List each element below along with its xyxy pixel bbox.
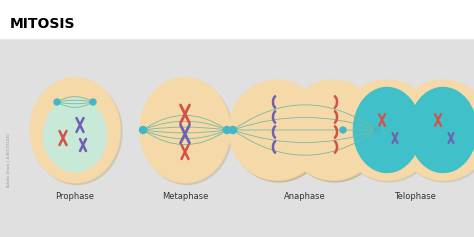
Text: Anaphase: Anaphase <box>284 192 326 201</box>
Ellipse shape <box>341 82 437 182</box>
Text: Adobe Stock | #465191220: Adobe Stock | #465191220 <box>6 133 10 187</box>
Ellipse shape <box>354 87 420 173</box>
Ellipse shape <box>231 82 327 182</box>
Ellipse shape <box>410 87 474 173</box>
Bar <box>0 0 474 38</box>
Text: Telophase: Telophase <box>394 192 436 201</box>
Circle shape <box>139 127 146 133</box>
Text: MITOSIS: MITOSIS <box>10 17 75 31</box>
Circle shape <box>374 127 381 133</box>
Circle shape <box>90 99 96 105</box>
Ellipse shape <box>395 80 474 180</box>
Ellipse shape <box>397 82 474 182</box>
Text: Prophase: Prophase <box>55 192 94 201</box>
Ellipse shape <box>229 80 325 180</box>
Ellipse shape <box>339 80 435 180</box>
Circle shape <box>54 99 60 105</box>
Ellipse shape <box>287 82 383 182</box>
Circle shape <box>229 127 237 133</box>
Ellipse shape <box>231 82 327 182</box>
Ellipse shape <box>142 79 232 184</box>
Circle shape <box>224 127 230 133</box>
Ellipse shape <box>287 82 383 182</box>
Ellipse shape <box>285 80 381 180</box>
Ellipse shape <box>44 98 107 172</box>
Text: Metaphase: Metaphase <box>162 192 208 201</box>
Ellipse shape <box>30 77 120 182</box>
Circle shape <box>340 127 346 133</box>
Ellipse shape <box>32 79 122 184</box>
Ellipse shape <box>140 77 230 182</box>
